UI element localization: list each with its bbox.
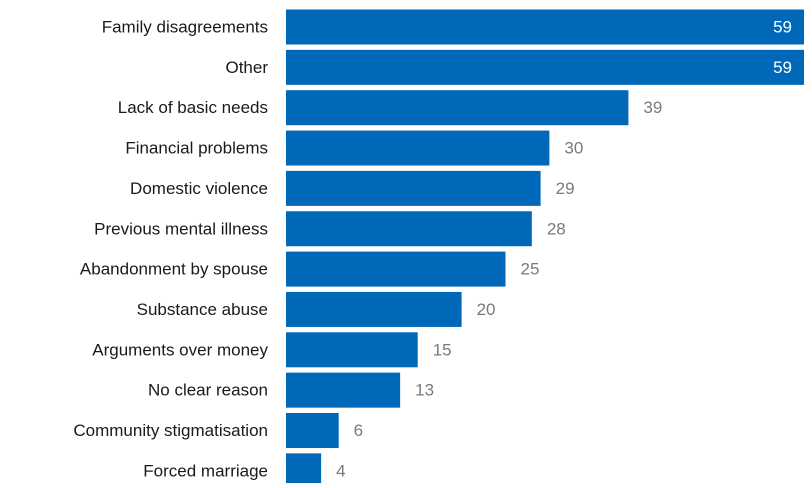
value-label: 29: [556, 179, 575, 198]
value-label: 59: [773, 58, 792, 77]
category-label: Previous mental illness: [94, 219, 268, 238]
value-label: 39: [643, 98, 662, 117]
bar: [286, 90, 629, 126]
category-label: Domestic violence: [130, 179, 268, 198]
value-label: 15: [433, 340, 452, 359]
category-label: Family disagreements: [102, 18, 268, 37]
bar: [286, 251, 506, 287]
bar: [286, 170, 541, 206]
value-label: 13: [415, 381, 434, 400]
category-label: Other: [225, 58, 268, 77]
bar: [286, 453, 322, 488]
bar: [286, 9, 804, 45]
value-label: 30: [564, 139, 583, 158]
value-label: 4: [336, 461, 345, 480]
bar: [286, 372, 401, 408]
bar: [286, 211, 532, 247]
category-label: No clear reason: [148, 381, 268, 400]
category-label: Abandonment by spouse: [80, 260, 268, 279]
category-label: Financial problems: [125, 139, 268, 158]
value-label: 28: [547, 219, 566, 238]
bar: [286, 332, 418, 368]
value-label: 25: [520, 260, 539, 279]
category-label: Community stigmatisation: [73, 421, 268, 440]
category-label: Substance abuse: [137, 300, 268, 319]
category-label: Arguments over money: [92, 340, 268, 359]
category-label: Forced marriage: [143, 461, 268, 480]
category-label: Lack of basic needs: [118, 98, 268, 117]
bar: [286, 413, 339, 448]
bar: [286, 130, 550, 166]
value-label: 20: [477, 300, 496, 319]
bar: [286, 291, 462, 327]
bar: [286, 49, 804, 85]
value-label: 59: [773, 18, 792, 37]
value-label: 6: [354, 421, 363, 440]
